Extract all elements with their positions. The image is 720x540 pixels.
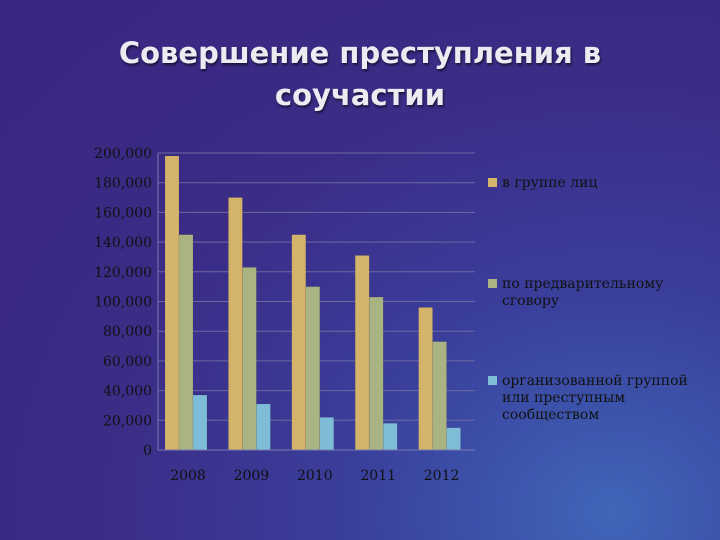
y-tick-label: 60,000 (103, 354, 152, 370)
legend-label-series-3: организованной группой или преступным сооб… (502, 373, 688, 423)
bar-2012-series-2 (432, 341, 447, 451)
legend-swatch-series-3 (488, 376, 497, 385)
bar-2009-series-1 (228, 197, 243, 451)
legend: в группе лиц по предварительному сговору ор… (488, 175, 688, 423)
y-tick-label: 140,000 (94, 235, 152, 251)
slide-title: Совершение преступления в соучастии (118, 36, 602, 112)
legend-swatch-series-1 (488, 178, 497, 187)
bar-2012-series-1 (418, 307, 433, 451)
x-tick-label: 2009 (234, 468, 270, 484)
bar-2008-series-2 (178, 234, 194, 451)
y-tick-label: 160,000 (94, 205, 152, 221)
x-tick-label: 2008 (170, 468, 206, 484)
y-tick-label: 40,000 (103, 384, 152, 400)
x-axis-tick-labels: 2008 2009 2010 2011 2012 (170, 468, 459, 484)
bar-2011-series-1 (354, 255, 370, 451)
bar-2011-series-2 (368, 296, 384, 451)
x-tick-label: 2010 (297, 468, 333, 484)
y-tick-label: 180,000 (94, 176, 152, 192)
bar-2009-series-3 (256, 403, 271, 451)
bar-2010-series-2 (305, 286, 321, 451)
legend-swatch-series-2 (488, 279, 497, 288)
bar-2009-series-2 (242, 267, 257, 451)
bar-2008-series-3 (192, 394, 208, 451)
y-tick-label: 100,000 (94, 295, 152, 311)
bars (164, 155, 461, 451)
y-axis-tick-labels: 0 20,000 40,000 60,000 80,000 100,000 120,000 1… (94, 146, 152, 459)
bar-2011-series-3 (382, 423, 398, 451)
x-tick-label: 2011 (360, 468, 396, 484)
y-tick-label: 120,000 (94, 265, 152, 281)
y-tick-label: 20,000 (103, 413, 152, 429)
bar-2012-series-3 (446, 427, 461, 451)
x-tick-label: 2012 (424, 468, 460, 484)
legend-label-series-2: по предварительному сговору (502, 276, 664, 309)
bar-2010-series-3 (319, 417, 335, 451)
bar-2008-series-1 (164, 155, 180, 451)
y-tick-label: 80,000 (103, 324, 152, 340)
legend-label-series-1: в группе лиц (502, 175, 598, 191)
y-tick-label: 0 (143, 443, 152, 459)
axes (157, 153, 475, 451)
y-tick-label: 200,000 (94, 146, 152, 162)
bar-2010-series-1 (291, 234, 307, 451)
